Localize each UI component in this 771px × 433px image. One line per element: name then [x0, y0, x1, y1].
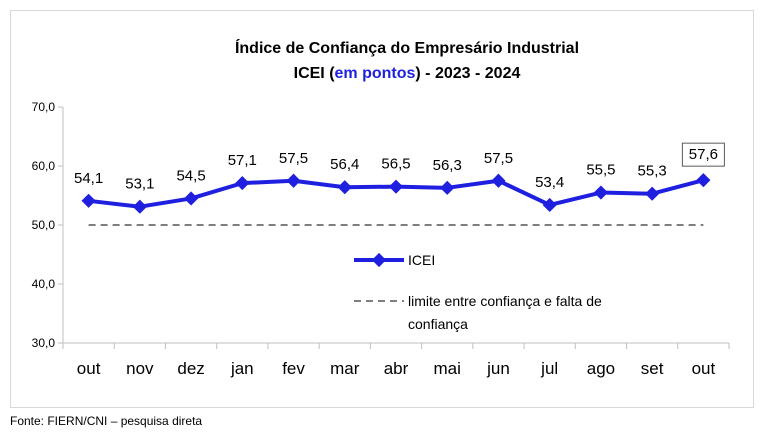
data-label: 55,3 — [638, 163, 667, 180]
data-point — [337, 180, 352, 195]
data-point — [81, 193, 96, 208]
data-label: 53,4 — [535, 174, 564, 191]
legend-icei-label: ICEI — [408, 252, 435, 268]
data-label: 56,3 — [433, 157, 462, 174]
x-tick-label: abr — [384, 359, 409, 378]
data-label: 57,1 — [228, 152, 257, 169]
data-label: 56,5 — [381, 156, 410, 173]
data-point — [388, 179, 404, 194]
x-tick-label: jan — [230, 359, 254, 378]
x-tick-label: mai — [434, 359, 461, 378]
data-label: 57,6 — [689, 146, 718, 163]
data-point — [491, 173, 506, 188]
x-tick-label: set — [641, 359, 664, 378]
data-point — [286, 173, 301, 188]
source-note: Fonte: FIERN/CNI – pesquisa direta — [10, 414, 203, 428]
y-tick-label: 70,0 — [32, 100, 56, 114]
legend-limit-label-line2: confiança — [408, 316, 468, 332]
data-label: 57,5 — [484, 150, 513, 167]
subtitle-prefix: ICEI ( — [294, 65, 336, 82]
legend-icei-marker — [371, 252, 387, 268]
data-point — [645, 186, 660, 201]
data-point — [696, 173, 711, 188]
data-point — [542, 197, 557, 213]
line-chart: Índice de Confiança do Empresário Indust… — [32, 38, 730, 378]
x-tick-label: dez — [177, 359, 204, 378]
legend-limit-label-line1: limite entre confiança e falta de — [408, 293, 602, 309]
y-tick-label: 60,0 — [32, 159, 56, 173]
x-tick-label: mar — [330, 359, 360, 378]
axes: 30,0 40,0 50,0 60,0 70,0 out nov dez jan fev mar ab… — [32, 100, 730, 378]
data-point — [184, 191, 199, 206]
data-label: 56,4 — [330, 156, 359, 173]
data-point — [593, 185, 608, 200]
y-tick-label: 30,0 — [32, 336, 56, 350]
x-tick-label: ago — [587, 359, 615, 378]
data-labels: 54,1 53,1 54,5 57,1 57,5 56,4 56,5 56,3 57,5 53,4… — [74, 142, 725, 193]
data-label: 54,1 — [74, 170, 103, 187]
subtitle-suffix: ) - 2023 - 2024 — [415, 65, 520, 82]
x-tick-label: out — [692, 359, 716, 378]
legend: ICEI limite entre confiança e falta de c… — [354, 252, 602, 332]
x-tick-label: nov — [126, 359, 154, 378]
data-label: 55,5 — [586, 162, 615, 179]
data-label: 54,5 — [176, 167, 205, 184]
chart-title: Índice de Confiança do Empresário Indust… — [235, 38, 579, 57]
data-point — [235, 176, 250, 191]
subtitle-highlight: em pontos — [335, 65, 416, 82]
data-label-box — [681, 142, 725, 167]
x-tick-label: out — [77, 359, 101, 378]
chart-subtitle: ICEI (em pontos) - 2023 - 2024 — [294, 65, 521, 82]
x-tick-label: fev — [282, 359, 305, 378]
y-tick-label: 50,0 — [32, 218, 56, 232]
data-label: 57,5 — [279, 150, 308, 167]
data-point — [132, 199, 147, 214]
y-tick-label: 40,0 — [32, 277, 56, 291]
x-tick-label: jun — [486, 359, 510, 378]
chart-frame: Índice de Confiança do Empresário Indust… — [10, 10, 754, 408]
data-point — [440, 180, 455, 195]
x-tick-label: jul — [540, 359, 558, 378]
data-label: 53,1 — [125, 176, 154, 193]
